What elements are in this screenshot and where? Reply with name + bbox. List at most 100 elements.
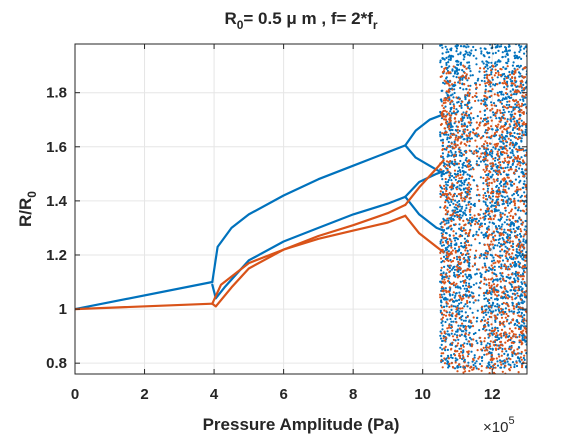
chaos-point (465, 157, 468, 160)
chaos-point (497, 166, 501, 169)
chaos-point (447, 133, 450, 136)
chaos-point (515, 124, 518, 127)
chaos-point (486, 176, 489, 179)
chaos-point (468, 64, 471, 67)
chaos-point (516, 132, 519, 135)
chaos-point (448, 275, 451, 278)
chaos-point (516, 138, 520, 141)
chaos-point (490, 240, 493, 243)
chaos-point (494, 114, 497, 118)
chaos-point (505, 128, 508, 131)
chaos-point (464, 164, 467, 167)
chaos-point (466, 249, 469, 252)
chaos-point (440, 238, 443, 241)
chaos-point (456, 201, 459, 204)
chaos-point (475, 320, 478, 323)
chaos-point (503, 136, 506, 139)
chaos-point (458, 98, 461, 101)
chaos-point (453, 271, 456, 274)
chaos-point (474, 256, 477, 259)
chaos-point (503, 77, 506, 80)
chaos-point (523, 300, 526, 303)
chaos-point (445, 357, 448, 360)
chaos-point (496, 142, 500, 145)
chaos-point (475, 339, 478, 342)
chaos-point (511, 298, 514, 301)
chaos-point (461, 214, 464, 217)
chaos-point (498, 45, 501, 48)
chaos-point (454, 239, 457, 242)
chaos-point (493, 265, 496, 268)
chaos-point (503, 286, 506, 289)
chaos-point (439, 293, 442, 296)
chaos-point (448, 217, 451, 220)
chaos-point (466, 61, 469, 64)
chaos-point (519, 161, 522, 164)
chaos-point (510, 285, 514, 288)
chaos-point (442, 107, 445, 110)
chaos-point (456, 276, 459, 279)
chaos-point (491, 348, 494, 351)
chaos-point (478, 228, 481, 231)
chaos-point (495, 195, 498, 198)
chaos-point (501, 344, 504, 347)
chaos-point (514, 336, 517, 339)
chaos-point (511, 194, 514, 197)
chaos-point (494, 362, 497, 366)
chaos-point (512, 341, 515, 345)
chaos-point (503, 157, 506, 160)
chaos-point (483, 337, 486, 340)
chaos-point (441, 152, 444, 155)
chaos-point (476, 188, 479, 191)
chaos-point (508, 295, 511, 298)
chaos-point (449, 149, 452, 152)
chaos-point (519, 91, 522, 94)
chaos-point (508, 103, 511, 107)
chaos-point (441, 144, 444, 147)
chaos-point (451, 133, 454, 136)
chaos-point (489, 162, 492, 165)
chaos-point (478, 157, 481, 160)
chaos-point (489, 85, 492, 88)
chaos-point (454, 361, 457, 364)
chaos-point (441, 316, 445, 319)
chaos-point (440, 273, 443, 276)
chaos-point (484, 329, 487, 332)
chaos-point (490, 268, 493, 271)
chaos-point (441, 241, 444, 244)
chaos-point (524, 184, 527, 187)
chaos-point (459, 62, 462, 65)
chaos-point (442, 281, 445, 284)
chaos-point (465, 231, 468, 235)
chaos-point (443, 127, 446, 130)
chaos-point (523, 292, 526, 295)
chaos-point (524, 149, 527, 152)
chaos-point (514, 71, 517, 74)
chaos-point (517, 308, 520, 311)
chaos-point (445, 80, 448, 84)
chaos-point (510, 255, 513, 258)
chaos-point (497, 186, 500, 189)
chaos-point (511, 149, 514, 152)
chaos-point (509, 125, 512, 128)
chaos-point (445, 110, 448, 113)
chaos-point (510, 337, 513, 340)
chaos-point (452, 305, 455, 308)
chaos-point (508, 347, 511, 351)
chaos-point (487, 346, 490, 349)
chaos-point (505, 53, 508, 56)
chaos-point (442, 352, 445, 355)
chaos-point (497, 329, 500, 332)
chaos-point (447, 61, 450, 64)
chaos-point (456, 365, 459, 368)
chaos-point (492, 341, 495, 344)
chaos-point (503, 177, 506, 180)
chaos-point (496, 290, 499, 294)
chaos-point (476, 115, 479, 118)
chaos-point (462, 188, 465, 191)
chaos-point (455, 313, 458, 316)
chaos-point (504, 209, 507, 212)
chaos-point (447, 88, 450, 91)
chaos-point (451, 356, 454, 360)
